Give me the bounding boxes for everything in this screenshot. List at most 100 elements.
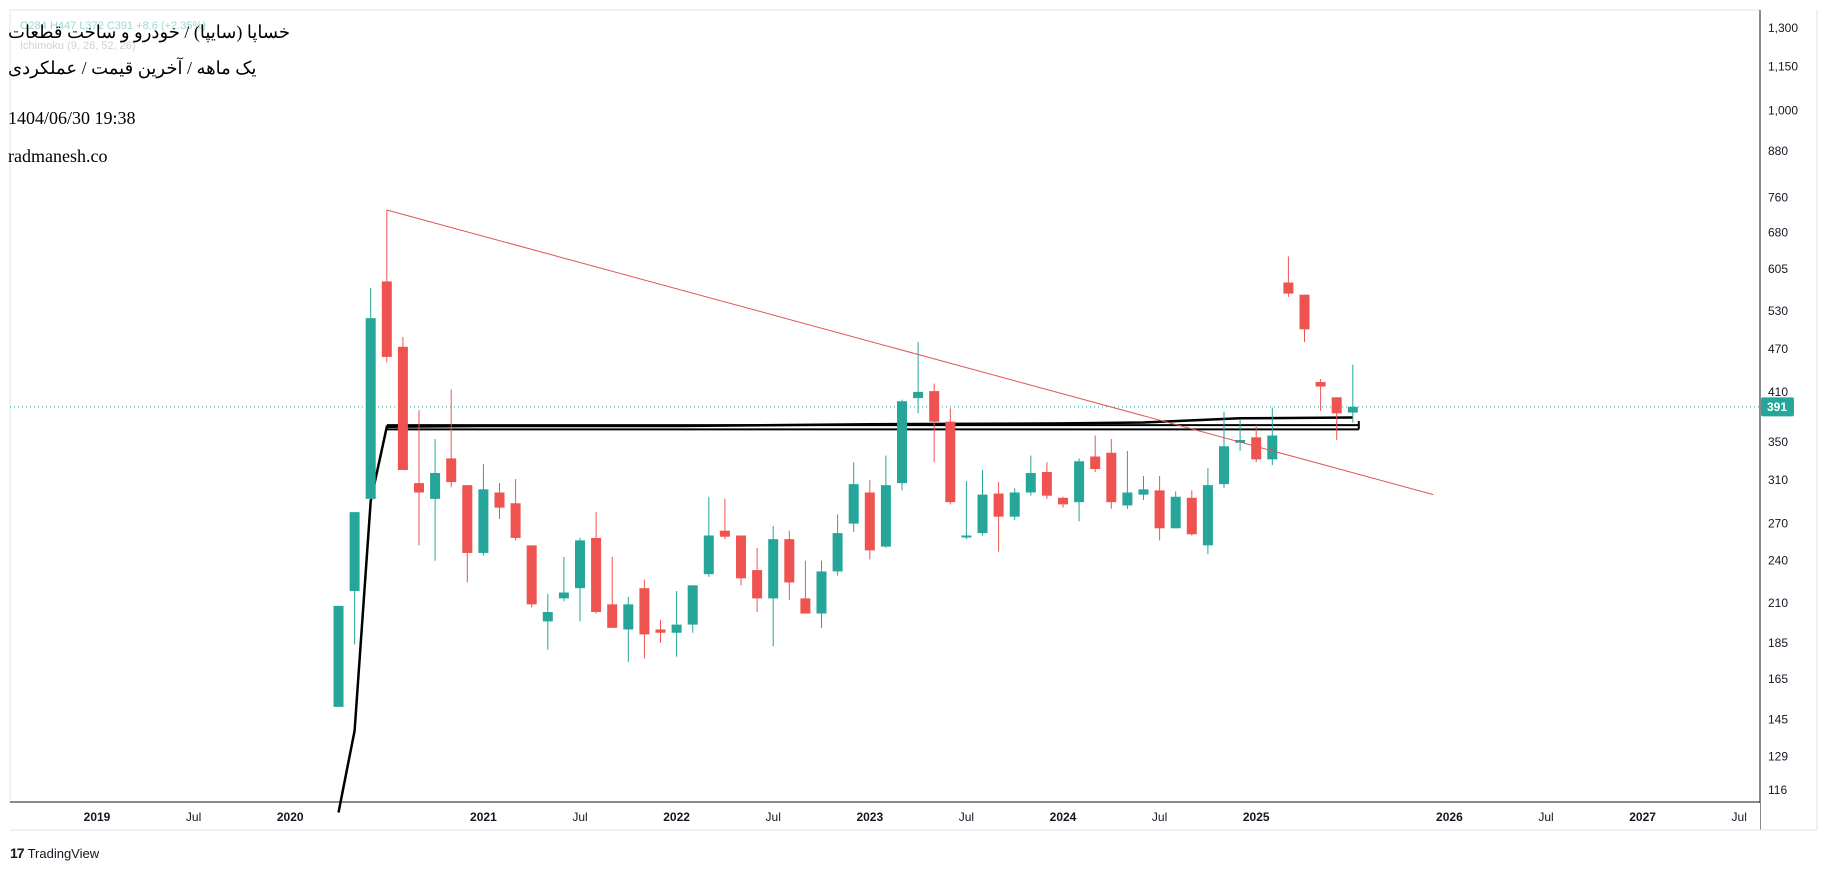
candle [623,596,634,663]
candle [816,560,827,628]
candle [1154,475,1165,541]
candle-body [1347,406,1358,413]
candle [1170,491,1181,529]
candle-body [864,492,875,551]
candle [1315,379,1326,411]
candle [1041,462,1052,499]
candle-body [719,530,730,537]
candle-body [1202,485,1213,546]
candle [333,605,344,707]
candle [848,462,859,532]
candle [414,410,424,546]
candle-body [1186,497,1197,535]
candle [1090,435,1101,473]
candle-body [977,494,988,534]
candles-group [333,209,1358,707]
candle [1074,458,1085,522]
candle-body [1170,496,1181,529]
time-tick-label: 2027 [1629,810,1656,824]
candle [897,399,907,491]
time-axis-area[interactable] [10,803,1760,830]
candle-body [1299,294,1310,330]
price-tick-label: 530 [1768,304,1788,318]
chart-subtitle: یک ماهه / آخرین قیمت / عملکردی [8,58,257,78]
candle-body [736,535,746,579]
candle-body [430,472,441,499]
price-tick-label: 350 [1768,435,1788,449]
time-tick-label: 2021 [470,810,497,824]
candle [736,535,746,586]
candle [1331,397,1342,440]
candle [365,287,376,499]
candle-body [1041,472,1052,496]
candle-body [832,533,843,572]
candle-body [462,485,473,553]
candle [462,485,473,583]
price-tick-label: 210 [1768,596,1788,610]
candle-body [1331,397,1342,414]
candle [1058,496,1068,508]
candle-body [478,489,489,553]
resistance-trendline [386,209,1434,496]
candle [591,512,602,614]
price-tick-label: 185 [1768,636,1788,650]
candle-body [752,570,763,599]
candle [639,579,650,659]
candle-body [800,598,811,614]
plot-area[interactable] [9,9,1761,803]
candle [1122,450,1133,509]
candle [575,537,585,622]
candle [1186,490,1197,536]
candle [494,483,505,519]
candle [784,530,795,600]
price-tick-label: 165 [1768,672,1788,686]
price-tick-label: 145 [1768,713,1788,727]
price-tick-label: 240 [1768,554,1788,568]
candle-body [623,604,634,630]
candle-body [961,535,972,538]
price-axis[interactable]: 116 129 145 165 185 210 240 270 310 350 410 470 530 6… [1768,21,1798,797]
chart-datetime: 1404/06/30 19:38 [8,108,136,128]
candle [880,455,891,548]
time-tick-label: 2024 [1050,810,1077,824]
candle [542,593,553,650]
candle-body [607,604,618,628]
candle-body [1025,472,1036,493]
candle [768,525,779,647]
website-label: radmanesh.co [8,146,108,166]
candle [478,464,489,556]
tradingview-logo-icon: 17 [10,845,25,861]
candle [381,209,392,363]
candle-body [1106,452,1117,503]
support-lines-group [386,421,1360,431]
price-tick-label: 116 [1768,783,1787,797]
candle [430,439,441,561]
last-price-tag-label: 391 [1767,400,1787,414]
candle-body [510,503,521,538]
candle-body [1154,490,1165,529]
ohlc-legend: O284 H447 L372 C391 +8.6 (+2.35%) [20,20,206,32]
price-tick-label: 470 [1768,342,1788,356]
candle-body [381,281,392,357]
candle-body [526,545,537,605]
candle-body [993,493,1004,517]
candle-body [1235,439,1246,443]
price-tick-label: 270 [1768,517,1788,531]
candle [977,470,988,536]
candle [832,514,843,576]
time-axis[interactable]: 2019 Jul 2020 2021 Jul 2022 Jul 2023 Jul 2024 Jul 2… [84,810,1747,824]
candle [655,619,666,643]
time-tick-label: 2026 [1436,810,1463,824]
time-tick-label: 2022 [663,810,690,824]
candle [864,480,875,560]
candle-body [768,539,779,599]
price-tick-label: 680 [1768,225,1788,239]
candle-body [929,391,940,422]
candle [446,389,457,488]
candle-body [1074,461,1085,503]
candle [1347,364,1358,423]
candle-body [848,484,859,524]
tradingview-logo[interactable]: 17 TradingView [10,845,99,861]
candle [993,482,1004,552]
